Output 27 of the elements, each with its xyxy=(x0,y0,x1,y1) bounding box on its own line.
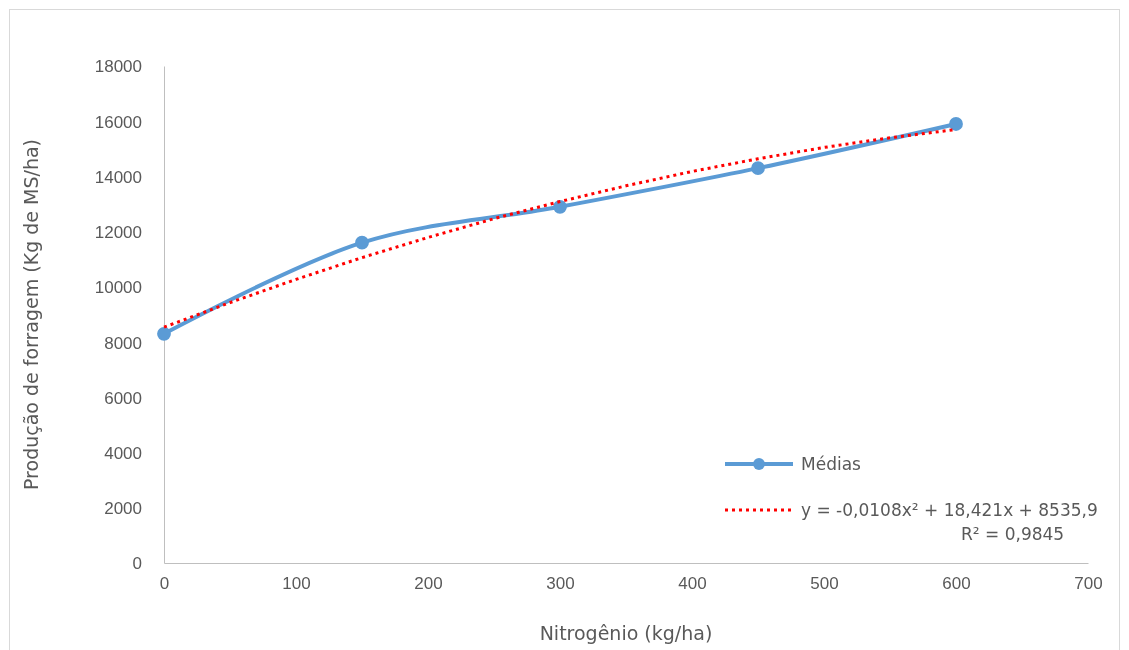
x-tick-label: 100 xyxy=(282,574,311,594)
x-tick-label: 500 xyxy=(810,574,839,594)
point xyxy=(751,161,765,176)
x-tick-label: 600 xyxy=(942,574,971,594)
point xyxy=(553,199,567,214)
x-tick-label: 300 xyxy=(546,574,575,594)
y-tick-label: 6000 xyxy=(104,388,142,408)
y-axis-title: Produção de forragem (Kg de MS/ha) xyxy=(20,138,42,491)
y-tick-label: 10000 xyxy=(94,278,142,298)
x-tick-label: 200 xyxy=(414,574,443,594)
y-tick-label: 16000 xyxy=(94,112,142,132)
y-tick-label: 8000 xyxy=(104,333,142,353)
x-tick-label: 0 xyxy=(159,574,170,594)
x-tick-label: 400 xyxy=(678,574,707,594)
y-tick-label: 0 xyxy=(132,554,142,574)
x-axis-title: Nitrogênio (kg/ha) xyxy=(539,622,713,644)
point xyxy=(949,117,963,131)
y-tick-label: 4000 xyxy=(104,444,142,464)
legend-label: Médias xyxy=(801,453,862,474)
x-tick-label: 700 xyxy=(1074,574,1103,594)
y-tick-label: 14000 xyxy=(94,167,142,187)
y-tick-label: 12000 xyxy=(94,223,142,243)
point xyxy=(157,326,171,341)
legend-label: y = -0,0108x² + 18,421x + 8535,9 R² = 0,9845 xyxy=(801,499,1098,544)
y-tick-label: 18000 xyxy=(94,57,142,77)
point xyxy=(355,235,369,250)
y-tick-label: 2000 xyxy=(104,499,142,519)
